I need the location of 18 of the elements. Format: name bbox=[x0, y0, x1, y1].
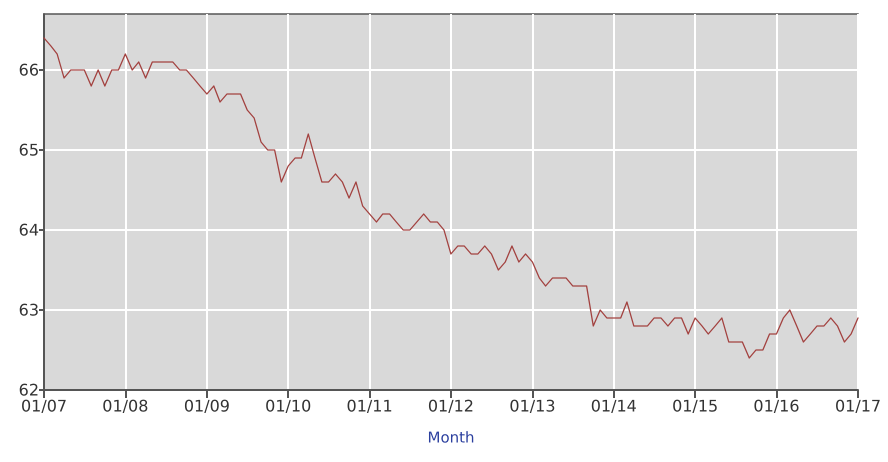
y-tick-label: 62 bbox=[18, 380, 39, 400]
y-tick-label: 63 bbox=[18, 300, 39, 320]
x-tick-label: 01/16 bbox=[753, 396, 800, 416]
x-tick-label: 01/11 bbox=[346, 396, 393, 416]
x-tick-label: 01/10 bbox=[265, 396, 312, 416]
line-series bbox=[43, 37, 859, 359]
x-tick-label: 01/17 bbox=[834, 396, 882, 416]
x-axis-title: Month bbox=[427, 428, 475, 446]
x-tick-label: 01/07 bbox=[20, 396, 68, 416]
x-tick-label: 01/09 bbox=[184, 396, 230, 416]
x-tick-label: 01/15 bbox=[672, 396, 718, 416]
x-tick-label: 01/13 bbox=[509, 396, 556, 416]
y-tick-label: 64 bbox=[18, 220, 39, 240]
x-tick-label: 01/12 bbox=[428, 396, 474, 416]
x-tick-label: 01/14 bbox=[590, 396, 637, 416]
y-tick-label: 66 bbox=[18, 60, 39, 80]
x-tick-label: 01/08 bbox=[102, 396, 148, 416]
y-tick-label: 65 bbox=[18, 140, 39, 160]
